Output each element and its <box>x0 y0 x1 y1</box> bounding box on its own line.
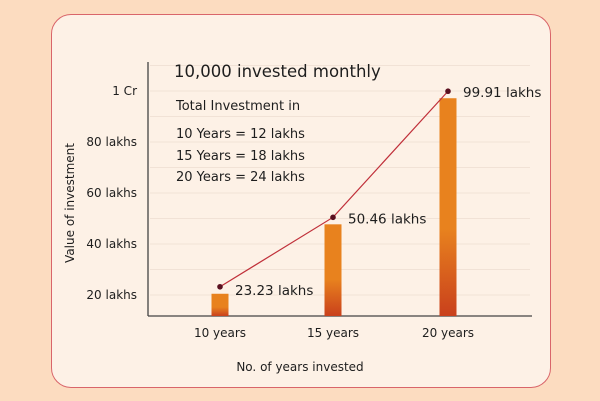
data-point <box>330 214 336 221</box>
annotation-heading: Total Investment in <box>175 99 300 114</box>
y-tick-label: 40 lakhs <box>86 237 137 251</box>
annotation-line: 10 Years = 12 lakhs <box>176 127 305 142</box>
y-axis-ticks: 20 lakhs 40 lakhs 60 lakhs 80 lakhs 1 Cr <box>86 84 137 302</box>
y-tick-label: 80 lakhs <box>86 135 137 149</box>
bar <box>211 293 229 316</box>
data-label: 99.91 lakhs <box>463 85 541 101</box>
data-label: 50.46 lakhs <box>348 211 426 227</box>
y-tick-label: 60 lakhs <box>86 186 137 200</box>
bar <box>324 224 342 316</box>
data-label: 23.23 lakhs <box>235 283 313 299</box>
x-tick-label: 20 years <box>422 326 474 340</box>
x-tick-label: 15 years <box>307 326 359 340</box>
x-tick-label: 10 years <box>194 326 246 340</box>
y-tick-label: 1 Cr <box>112 84 137 98</box>
y-tick-label: 20 lakhs <box>86 288 137 302</box>
x-axis-label: No. of years invested <box>236 360 363 374</box>
chart-card <box>51 14 551 388</box>
data-point <box>217 283 223 290</box>
chart-title: 10,000 invested monthly <box>174 62 381 81</box>
annotation-line: 15 Years = 18 lakhs <box>176 149 305 164</box>
annotation-line: 20 Years = 24 lakhs <box>176 170 305 185</box>
bar <box>439 98 457 317</box>
data-point <box>445 88 451 95</box>
y-axis-label: Value of investment <box>63 143 77 263</box>
